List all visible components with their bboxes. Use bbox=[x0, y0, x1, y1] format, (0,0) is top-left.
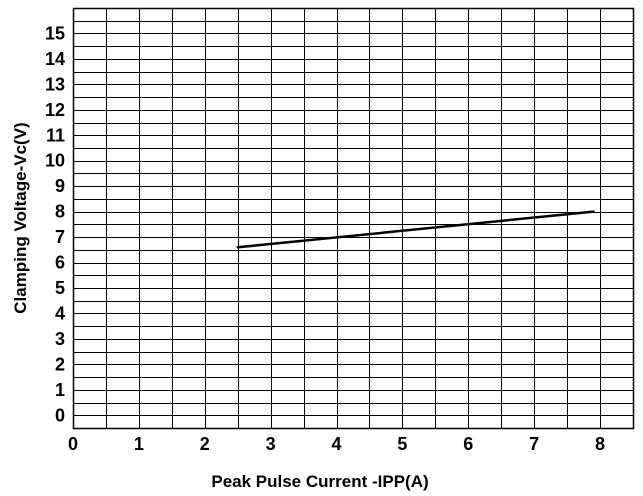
y-tick-label: 13 bbox=[45, 74, 65, 94]
x-tick-labels: 0 1 2 3 4 5 6 7 8 bbox=[68, 434, 605, 454]
y-tick-label: 7 bbox=[55, 227, 65, 247]
y-tick-label: 2 bbox=[55, 354, 65, 374]
x-tick-label: 7 bbox=[529, 434, 539, 454]
plot-frame bbox=[72, 7, 635, 430]
x-tick-label: 2 bbox=[200, 434, 210, 454]
x-tick-label: 5 bbox=[397, 434, 407, 454]
y-tick-label: 6 bbox=[55, 253, 65, 273]
grid bbox=[73, 8, 634, 429]
x-tick-label: 6 bbox=[463, 434, 473, 454]
x-tick-label: 4 bbox=[332, 434, 342, 454]
x-tick-label: 1 bbox=[134, 434, 144, 454]
y-tick-label: 12 bbox=[45, 100, 65, 120]
plot-border bbox=[72, 7, 635, 430]
x-tick-label: 8 bbox=[595, 434, 605, 454]
x-tick-label: 0 bbox=[68, 434, 78, 454]
y-axis-title: Clamping Voltage-Vc(V) bbox=[11, 122, 30, 313]
y-tick-label: 11 bbox=[46, 125, 65, 145]
y-tick-label: 4 bbox=[55, 303, 65, 323]
series-group bbox=[236, 210, 595, 249]
x-axis-title: Peak Pulse Current -IPP(A) bbox=[211, 472, 428, 491]
series-line bbox=[236, 210, 595, 249]
y-tick-label: 8 bbox=[55, 202, 65, 222]
y-tick-label: 14 bbox=[45, 49, 65, 69]
y-tick-label: 10 bbox=[45, 151, 65, 171]
y-tick-label: 5 bbox=[55, 278, 65, 298]
y-tick-label: 9 bbox=[55, 176, 65, 196]
y-tick-label: 0 bbox=[55, 405, 65, 425]
x-tick-label: 3 bbox=[266, 434, 276, 454]
y-tick-label: 1 bbox=[55, 380, 65, 400]
y-tick-label: 3 bbox=[55, 329, 65, 349]
y-tick-label: 15 bbox=[45, 23, 65, 43]
